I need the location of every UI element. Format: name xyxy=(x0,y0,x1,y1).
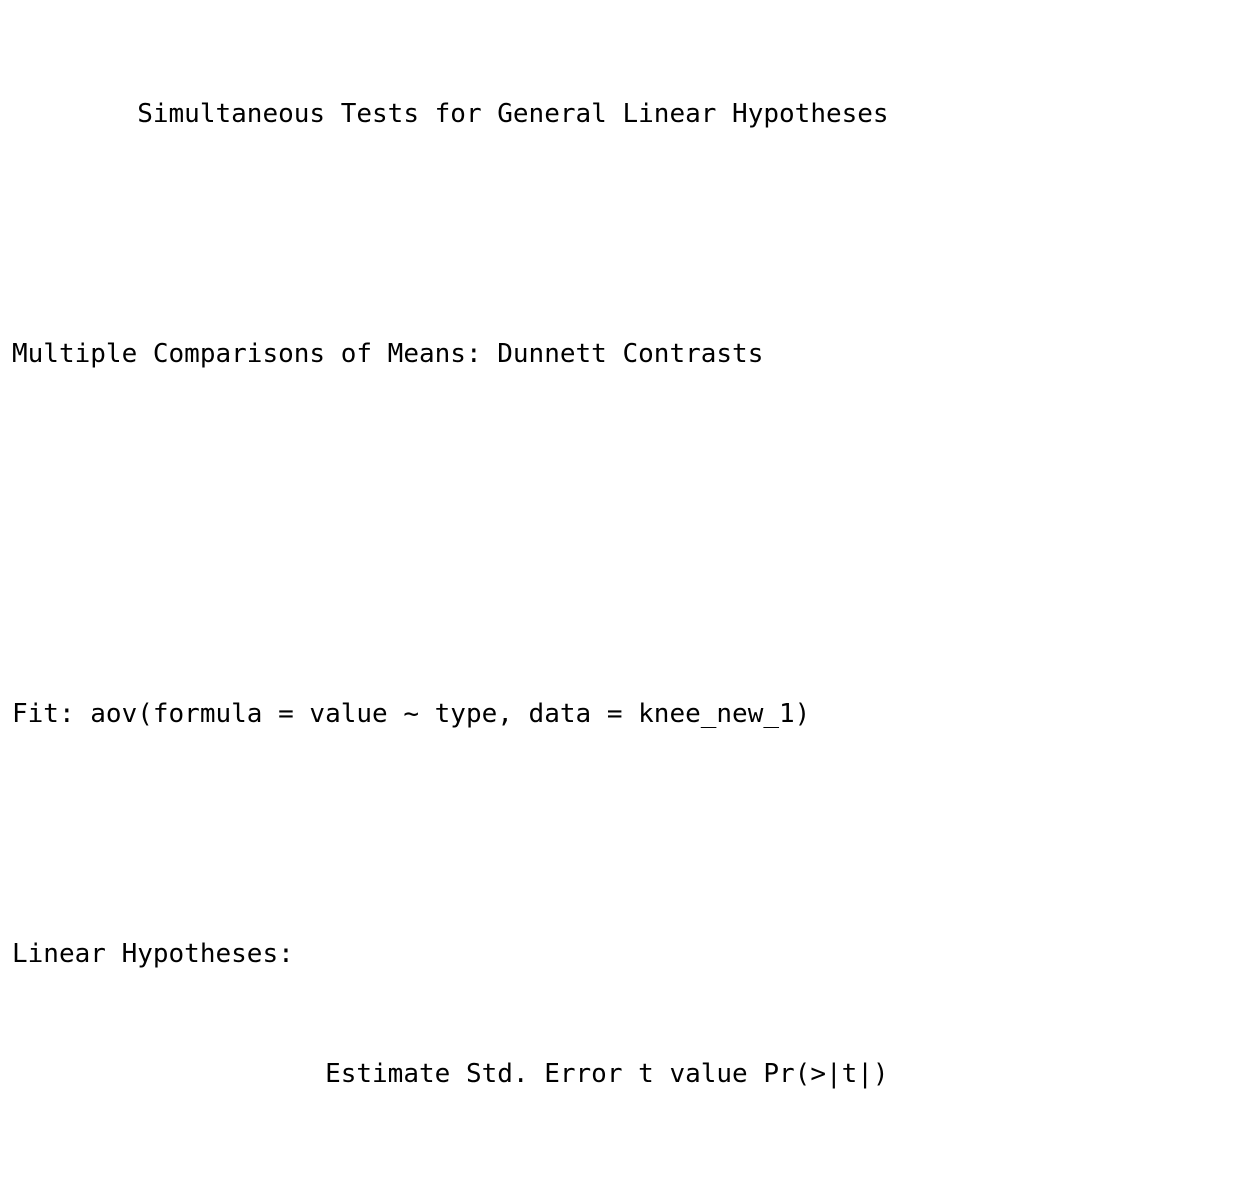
output-subtitle: Multiple Comparisons of Means: Dunnett C… xyxy=(12,339,764,369)
blank-line xyxy=(12,454,1248,494)
blank-line xyxy=(12,214,1248,254)
fit-formula: Fit: aov(formula = value ~ type, data = … xyxy=(12,699,811,729)
output-title: Simultaneous Tests for General Linear Hy… xyxy=(12,99,889,129)
table-row: Average - Below == 0 -5.000 2.154 -2.321… xyxy=(12,1174,1248,1180)
r-console-output: Simultaneous Tests for General Linear Hy… xyxy=(12,14,1248,1180)
blank-line xyxy=(12,574,1248,614)
table-header: Estimate Std. Error t value Pr(>|t|) xyxy=(12,1059,889,1089)
section-heading: Linear Hypotheses: xyxy=(12,939,294,969)
blank-line xyxy=(12,814,1248,854)
